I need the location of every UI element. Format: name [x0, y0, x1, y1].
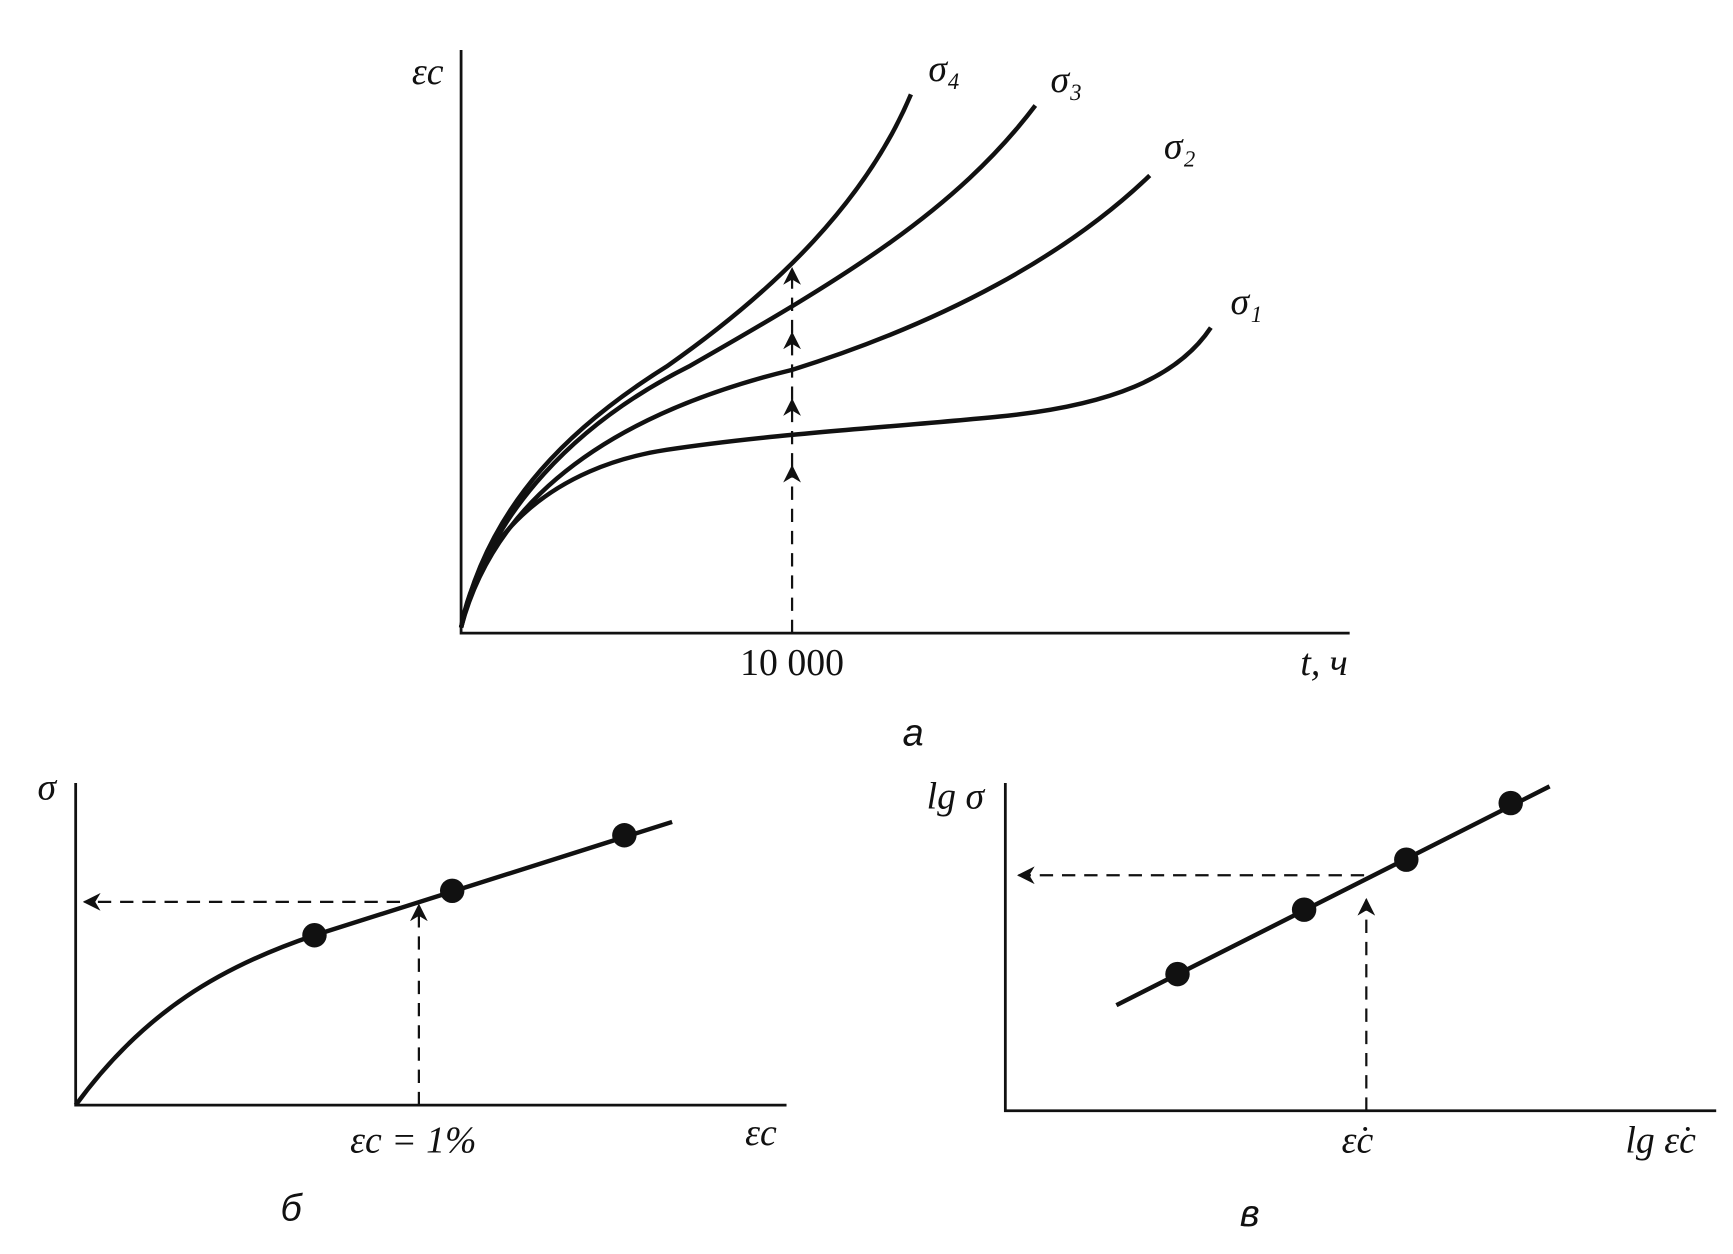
- point: [1291, 897, 1317, 922]
- curve-label: σ₃: [1051, 59, 1083, 101]
- panel-a: εc t, ч 10 000 σ₁ σ₂ σ₃ σ₄ а: [412, 48, 1350, 754]
- caption: в: [1240, 1193, 1260, 1235]
- axes: [1003, 783, 1717, 1113]
- curve: [458, 326, 1213, 628]
- axes: [74, 783, 787, 1107]
- x-label: εc: [745, 1112, 777, 1154]
- y-label: σ: [37, 767, 57, 809]
- tick-label: εc = 1%: [350, 1120, 476, 1162]
- tick-label: ε̇c: [1342, 1120, 1374, 1162]
- x-label: t, ч: [1300, 642, 1347, 684]
- caption: а: [903, 712, 924, 754]
- y-label: lg σ: [927, 775, 986, 817]
- tick-label: 10 000: [740, 642, 844, 684]
- panel-c: lg σ lg ε̇c ε̇c в: [927, 775, 1717, 1235]
- curve: [458, 173, 1152, 629]
- curve: [73, 819, 673, 1107]
- line: [1115, 784, 1551, 1008]
- curve-label: σ₄: [928, 48, 960, 90]
- curve: [458, 104, 1038, 629]
- x-label: lg ε̇c: [1625, 1120, 1696, 1162]
- panel-b: σ εc εc = 1% б: [37, 767, 787, 1230]
- curve-label: σ₁: [1230, 281, 1262, 323]
- point: [1165, 961, 1190, 987]
- point: [612, 823, 637, 848]
- curve: [458, 93, 913, 629]
- point: [302, 923, 327, 948]
- y-label: εc: [412, 51, 444, 93]
- caption: б: [281, 1188, 304, 1230]
- axes: [459, 49, 1350, 635]
- curve-label: σ₂: [1164, 126, 1196, 168]
- point: [439, 878, 465, 904]
- point: [1394, 847, 1419, 872]
- point: [1498, 790, 1523, 816]
